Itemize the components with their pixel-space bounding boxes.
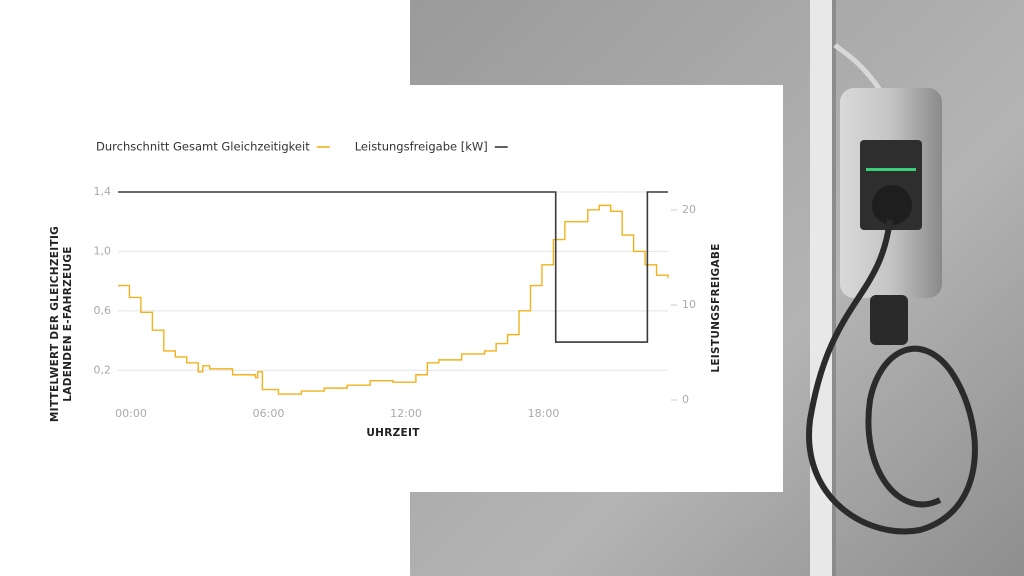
y-tick-label: 0,2: [94, 363, 112, 376]
y-tick-label: 0,6: [94, 304, 112, 317]
y2-axis-label: LEISTUNGSFREIGABE: [710, 243, 722, 372]
legend-label: Leistungsfreigabe [kW]: [355, 140, 488, 154]
x-tick-label: 00:00: [115, 407, 147, 420]
chart-panel: [0, 85, 783, 492]
x-tick-label: 12:00: [390, 407, 422, 420]
y2-tick-label: 0: [682, 393, 689, 406]
y-axis-label: MITTELWERT DER GLEICHZEITIG: [49, 226, 61, 422]
y-tick-label: 1,0: [94, 244, 112, 257]
y2-tick-label: 20: [682, 203, 696, 216]
y2-tick-label: 10: [682, 298, 696, 311]
x-tick-label: 18:00: [528, 407, 560, 420]
y-tick-label: 1,4: [94, 185, 112, 198]
chart: UHRZEIT LEISTUNGSFREIGABE MITTELWERT DER…: [49, 140, 722, 440]
data-line: [118, 191, 668, 343]
data-line: [118, 204, 669, 395]
x-axis-label: UHRZEIT: [366, 427, 420, 439]
y-axis-label: LADENDEN E-FAHRZEUGE: [62, 246, 74, 401]
x-tick-label: 06:00: [253, 407, 285, 420]
legend-label: Durchschnitt Gesamt Gleichzeitigkeit: [96, 140, 310, 154]
